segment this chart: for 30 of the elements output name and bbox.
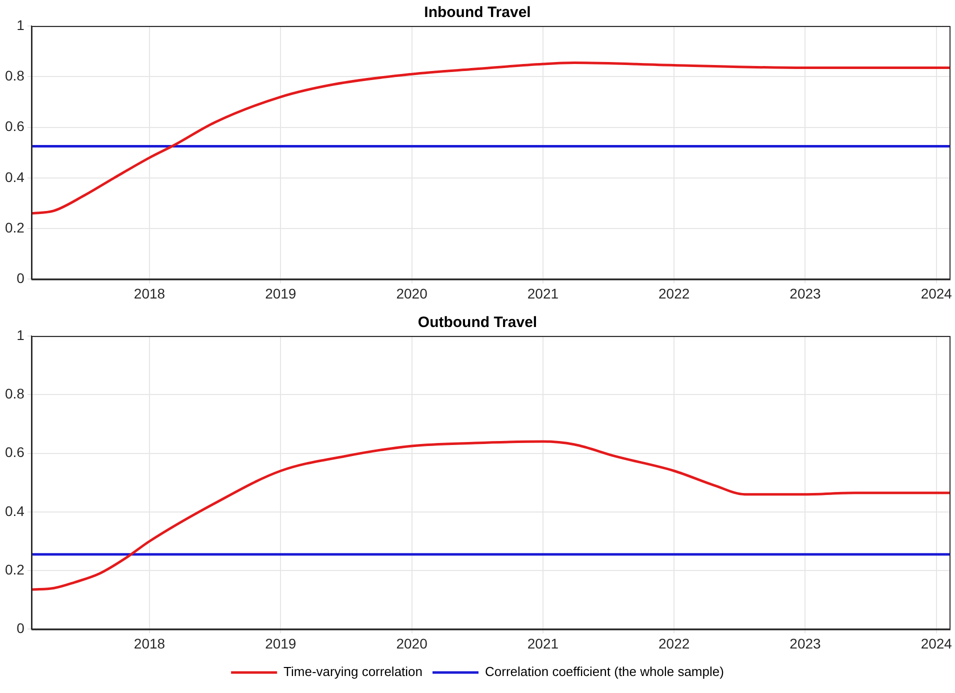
y-tick-label: 0 [16,620,25,636]
legend-label: Time-varying correlation [284,664,423,680]
x-tick-label: 2024 [920,635,952,652]
y-tick-label: 1 [16,16,25,33]
legend-label: Correlation coefficient (the whole sample) [485,664,724,680]
y-tick-label: 0.2 [4,219,25,236]
x-tick-label: 2022 [658,285,690,302]
x-tick-label: 2020 [396,635,428,652]
y-tick-label: 1 [16,326,25,343]
y-tick-label: 0.6 [4,118,25,134]
x-tick-label: 2020 [396,285,428,302]
x-tick-label: 2018 [134,635,166,652]
x-tick-label: 2022 [658,635,690,652]
x-tick-label: 2019 [265,285,296,302]
x-tick-label: 2021 [527,285,559,302]
x-tick-label: 2024 [920,285,952,302]
x-tick-label: 2023 [790,285,822,302]
x-tick-label: 2018 [134,285,166,302]
x-tick-label: 2023 [790,635,822,652]
chart-title: Inbound Travel [424,4,531,22]
y-tick-label: 0.6 [4,444,25,460]
y-tick-label: 0.4 [4,502,25,519]
chart-title: Outbound Travel [418,314,538,332]
y-tick-label: 0.8 [4,386,25,402]
y-tick-label: 0.4 [4,168,25,185]
y-tick-label: 0.2 [4,561,25,578]
y-tick-label: 0.8 [4,68,25,84]
y-tick-label: 0 [16,270,25,286]
x-tick-label: 2021 [527,635,559,652]
x-tick-label: 2019 [265,635,296,652]
